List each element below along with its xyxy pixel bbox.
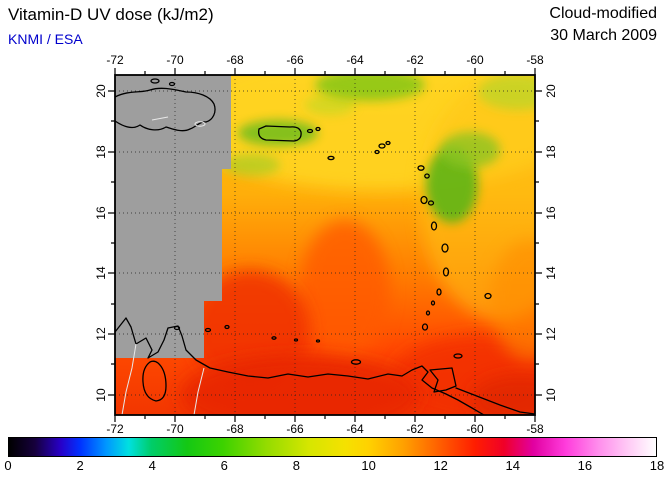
lat-tick-label: 16 [544,206,558,220]
lon-tick-label: -66 [286,53,304,67]
colorbar-gradient [9,438,656,456]
map-raster [115,75,535,415]
lon-tick-label: -64 [346,422,364,436]
lon-tick-label: -62 [406,422,424,436]
lon-tick-label: -58 [526,53,544,67]
lat-tick-label: 20 [94,84,108,98]
lat-tick-label: 14 [544,266,558,280]
colorbar-label: 16 [577,458,593,473]
lat-labels-left: 20 18 16 14 12 10 [94,84,108,402]
colorbar-label: 0 [4,458,12,473]
lon-tick-label: -68 [226,53,244,67]
lon-tick-label: -70 [166,422,184,436]
colorbar-label: 6 [220,458,228,473]
no-data-region [115,75,231,358]
lon-tick-label: -72 [106,422,124,436]
colorbar [8,437,657,457]
colorbar-label: 2 [76,458,84,473]
lat-tick-label: 12 [544,327,558,341]
lat-tick-label: 10 [544,388,558,402]
coastline-south-america [115,317,485,415]
lat-labels-right: 20 18 16 14 12 10 [544,84,558,402]
coastline-trinidad [429,367,457,393]
lat-tick-label: 18 [94,145,108,159]
lat-tick-label: 12 [94,327,108,341]
date-label: 30 March 2009 [550,27,657,44]
lon-tick-label: -64 [346,53,364,67]
lon-tick-label: -60 [466,53,484,67]
lat-tick-label: 10 [94,388,108,402]
lon-tick-label: -66 [286,422,304,436]
coastline-guyana [455,387,535,415]
colorbar-labels: 0 2 4 6 8 10 12 14 16 18 [4,458,664,474]
colorbar-label: 12 [433,458,448,473]
lon-tick-label: -72 [106,53,124,67]
lon-tick-label: -60 [466,422,484,436]
graticule-grid [115,75,535,415]
coastline-lake-maracaibo [142,360,167,402]
cloud-modified-label: Cloud-modified [549,5,657,22]
uv-dose-map: -72 -70 -68 -66 -64 -62 -60 -58 -72 -70 … [94,53,558,436]
header-right-block: Cloud-modified 30 March 2009 [549,5,657,45]
lat-tick-label: 20 [544,84,558,98]
coastline-venezuelan-islands [173,324,463,365]
coastlines [115,78,535,415]
lat-tick-label: 16 [94,206,108,220]
source-credit: KNMI / ESA [8,31,83,47]
colorbar-label: 4 [148,458,156,473]
lon-tick-label: -62 [406,53,424,67]
lat-tick-label: 18 [544,145,558,159]
lon-tick-label: -70 [166,53,184,67]
coastline-lesser-antilles [374,140,492,331]
coastline-hispaniola [115,87,216,132]
coastline-puerto-rico [258,125,302,142]
lat-tick-label: 14 [94,266,108,280]
lon-labels-bottom: -72 -70 -68 -66 -64 -62 -60 -58 [106,422,544,436]
colorbar-label: 18 [649,458,665,473]
colorbar-label: 14 [505,458,521,473]
colorbar-label: 8 [292,458,301,473]
colorbar-label: 10 [361,458,376,473]
axis-ticks [108,68,542,422]
lon-labels-top: -72 -70 -68 -66 -64 -62 -60 -58 [106,53,544,67]
country-borders [121,116,206,415]
lon-tick-label: -68 [226,422,244,436]
page-title: Vitamin-D UV dose (kJ/m2) [8,5,214,24]
lon-tick-label: -58 [526,422,544,436]
